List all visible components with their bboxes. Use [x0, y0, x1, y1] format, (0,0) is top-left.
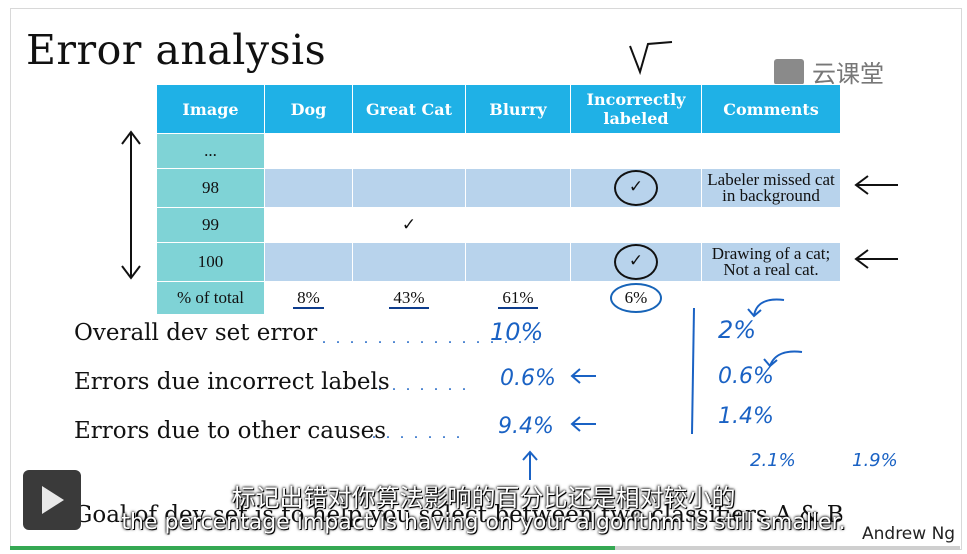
- table-header-row: Image Dog Great Cat Blurry Incorrectly l…: [156, 84, 841, 134]
- table-row: ...: [156, 133, 841, 169]
- slide-title: Error analysis: [26, 26, 327, 74]
- cell-dog: [264, 207, 353, 243]
- handwritten-check-icon: [629, 41, 673, 76]
- header-great-cat: Great Cat: [352, 84, 466, 134]
- logo-text: 云课堂: [812, 60, 884, 88]
- header-comments: Comments: [701, 84, 841, 134]
- cell-incorrect: [570, 133, 702, 169]
- curved-arrow-icon: [747, 298, 785, 318]
- dotted-leader: . . . . . . . . . . . . . . . .: [322, 330, 539, 347]
- other-causes-error-label: Errors due to other causes: [74, 418, 387, 444]
- cell-dog: [264, 242, 353, 282]
- left-arrow-icon: [854, 249, 898, 269]
- play-button[interactable]: [23, 470, 81, 530]
- cell-blurry: [465, 242, 571, 282]
- cell-comment: Drawing of a cat; Not a real cat.: [701, 242, 841, 282]
- overall-error-value: 10%: [490, 318, 544, 346]
- cell-image: 100: [156, 242, 265, 282]
- logo: 云课堂: [774, 54, 884, 91]
- dotted-leader: . . . . . . .: [378, 377, 469, 394]
- left-arrow-icon: [570, 368, 596, 384]
- other-error-value: 9.4%: [498, 414, 554, 439]
- handwritten-divider: [691, 307, 695, 435]
- cell-image: 98: [156, 168, 265, 208]
- author-credit: Andrew Ng: [862, 524, 956, 544]
- left-arrow-icon: [570, 416, 596, 432]
- double-arrow-icon: [121, 130, 141, 280]
- totals-label: % of total: [156, 281, 265, 315]
- up-arrow-icon: [522, 450, 538, 480]
- header-incorrectly-labeled: Incorrectly labeled: [570, 84, 702, 134]
- cell-blurry: [465, 133, 571, 169]
- subtitle-english: the percentage impact is having on your …: [121, 510, 846, 535]
- cell-incorrect: ✓: [570, 168, 702, 208]
- cell-comment: Labeler missed cat in background: [701, 168, 841, 208]
- table-totals-row: % of total 8% 43% 61% 6%: [156, 281, 841, 315]
- total-great-cat: 43%: [352, 281, 466, 315]
- cell-great-cat: [352, 133, 466, 169]
- cell-image: 99: [156, 207, 265, 243]
- cell-great-cat: [352, 242, 466, 282]
- cell-incorrect: ✓: [570, 242, 702, 282]
- total-blurry: 61%: [465, 281, 571, 315]
- extra-value-left: 2.1%: [750, 450, 796, 471]
- play-icon: [42, 486, 64, 514]
- incorrect-error-value: 0.6%: [500, 366, 556, 391]
- overall-error-label: Overall dev set error: [74, 320, 318, 346]
- cell-incorrect: [570, 207, 702, 243]
- curved-arrow-icon: [763, 350, 803, 368]
- progress-bar-played[interactable]: [10, 546, 615, 550]
- cell-blurry: [465, 168, 571, 208]
- cell-comment: [701, 207, 841, 243]
- cell-great-cat: [352, 168, 466, 208]
- cell-blurry: [465, 207, 571, 243]
- chat-bubble-icon: [774, 58, 804, 91]
- subtitle-chinese: 标记出错对你算法影响的百分比还是相对较小的: [231, 484, 736, 512]
- progress-bar-remaining[interactable]: [615, 546, 960, 550]
- header-blurry: Blurry: [465, 84, 571, 134]
- header-image: Image: [156, 84, 265, 134]
- left-arrow-icon: [854, 175, 898, 195]
- cell-comment: [701, 133, 841, 169]
- cell-image: ...: [156, 133, 265, 169]
- cell-dog: [264, 168, 353, 208]
- dotted-leader: . . . . . . .: [372, 425, 463, 442]
- circled-check-icon: ✓: [614, 244, 658, 280]
- cell-dog: [264, 133, 353, 169]
- total-dog: 8%: [264, 281, 353, 315]
- table-row: 98 ✓ Labeler missed cat in background: [156, 168, 841, 208]
- goal-text: Goal of dev set is to help you select be…: [74, 502, 844, 528]
- incorrect-labels-error-label: Errors due incorrect labels: [74, 369, 390, 395]
- total-incorrect: 6%: [570, 281, 702, 315]
- overall-error-value-b: 2%: [718, 316, 757, 344]
- other-error-value-b: 1.4%: [718, 404, 774, 429]
- header-dog: Dog: [264, 84, 353, 134]
- cell-great-cat: ✓: [352, 207, 466, 243]
- table-row: 99 ✓: [156, 207, 841, 243]
- incorrect-error-value-b: 0.6%: [718, 364, 774, 389]
- extra-value-right: 1.9%: [852, 450, 898, 471]
- error-analysis-table: Image Dog Great Cat Blurry Incorrectly l…: [156, 84, 841, 315]
- table-row: 100 ✓ Drawing of a cat; Not a real cat.: [156, 242, 841, 282]
- circled-check-icon: ✓: [614, 170, 658, 206]
